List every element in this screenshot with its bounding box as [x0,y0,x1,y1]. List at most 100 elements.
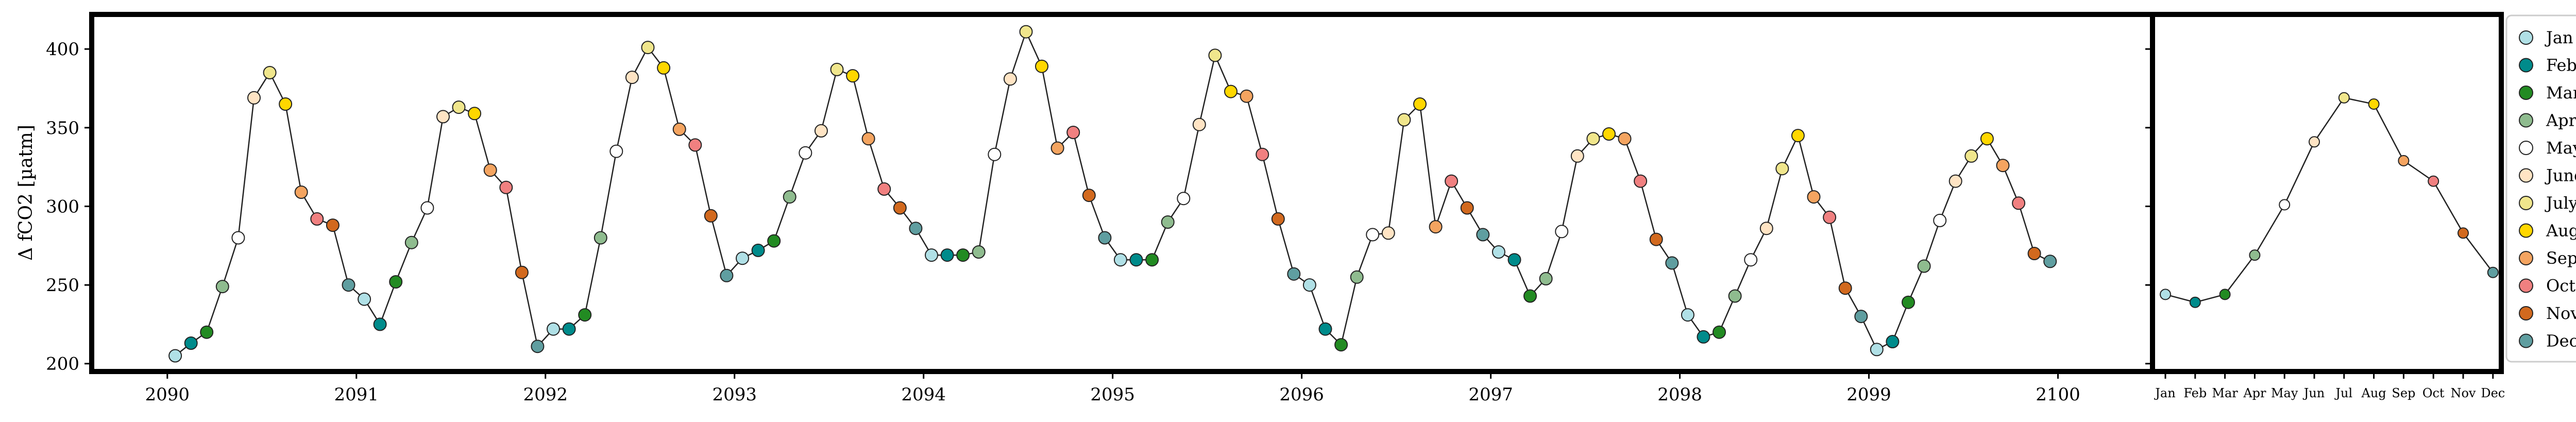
timeseries-point [1838,281,1852,295]
timeseries-point [1224,85,1238,98]
timeseries-point [1634,174,1648,188]
timeseries-point [1759,222,1773,235]
timeseries-point [925,248,938,262]
climatology-x-tick-label: Jun [2302,386,2325,400]
timeseries-point [452,100,466,114]
timeseries-point [672,122,686,136]
timeseries-point [940,248,954,262]
timeseries-point [215,280,229,294]
climatology-point [2189,296,2201,308]
climatology-marker-layer [2160,92,2499,308]
timeseries-point [1271,212,1285,226]
timeseries-point [1807,190,1821,204]
timeseries-point [1177,192,1191,206]
timeseries-point [704,209,718,223]
timeseries-point [972,245,986,259]
timeseries-point [625,71,639,85]
timeseries-point [1917,259,1931,273]
timeseries-point [1019,25,1033,39]
x-tick-label: 2097 [1468,384,1513,405]
timeseries-point [231,231,245,245]
legend-marker [2519,86,2533,100]
legend-entry: Sept [2519,248,2576,268]
timeseries-point [1082,189,1096,202]
legend-entry: Dec [2519,331,2576,351]
timeseries-point [1429,220,1443,234]
climatology-point [2458,227,2469,239]
timeseries-point [1287,267,1301,281]
timeseries-point [263,66,277,79]
legend-marker [2519,278,2533,293]
timeseries-point [168,349,182,363]
timeseries-point [326,218,340,232]
legend-label: Sept [2546,248,2576,268]
climatology-point [2398,155,2410,166]
timeseries-point [1886,335,1900,348]
timeseries-point [1129,253,1143,267]
x-tick-label: 2090 [145,384,190,405]
timeseries-point [893,201,907,215]
timeseries-point [1003,72,1017,86]
timeseries-point [1208,48,1222,62]
timeseries-point [1397,113,1411,127]
timeseries-point [1381,226,1395,240]
timeseries-point [1602,127,1616,141]
legend-label: July [2545,193,2576,213]
timeseries-point [420,201,434,215]
legend-marker [2519,30,2533,45]
timeseries-point [247,91,261,105]
climatology-point [2428,175,2439,187]
legend-marker [2519,306,2533,320]
climatology-x-tick-label: Feb [2183,386,2207,400]
timeseries-point [767,234,781,248]
climatology-x-tick-label: May [2271,386,2298,400]
timeseries-point [483,163,497,177]
climatology-x-tick-label: Jan [2154,386,2175,400]
legend-marker [2519,333,2533,348]
timeseries-point [358,292,371,306]
climatology-x-tick-label: Mar [2212,386,2238,400]
climatology-point [2249,249,2261,261]
timeseries-point [1586,132,1600,146]
y-tick-label: 250 [46,275,79,296]
timeseries-point [720,268,734,282]
x-tick-label: 2100 [2036,384,2080,405]
legend-label: Apr [2546,111,2576,130]
legend-marker [2519,58,2533,73]
timeseries-point [1460,201,1474,215]
timeseries-point [830,62,844,76]
timeseries-point [1870,343,1884,357]
legend-label: Aug [2546,221,2576,241]
timeseries-marker-layer [168,25,2057,363]
climatology-x-tick-label: Aug [2361,386,2386,400]
legend-label: Nov [2546,303,2576,323]
climatology-point [2487,266,2499,278]
timeseries-point [1050,141,1064,155]
timeseries-point [1161,215,1175,229]
timeseries-point [294,185,308,199]
legend-entry: Oct [2519,276,2575,296]
legend-marker [2519,113,2533,128]
timeseries-point [1098,231,1112,245]
timeseries-point [547,322,560,336]
timeseries-point [1555,225,1569,239]
timeseries-point [1618,132,1632,146]
timeseries-point [1445,174,1459,188]
legend-box [2505,14,2576,363]
x-tick-label: 2093 [712,384,757,405]
legend-entry: June [2519,166,2576,185]
timeseries-point [1681,308,1694,322]
timeseries-point [877,182,891,196]
legend-marker [2519,141,2533,155]
timeseries-point [1413,97,1427,111]
timeseries-point [515,265,529,279]
timeseries-point [184,336,198,350]
legend-marker [2519,196,2533,210]
climatology-x-tick-label: Nov [2450,386,2476,400]
timeseries-y-axis: 200 250 300 350 400 [46,39,2153,375]
timeseries-point [1145,253,1159,267]
climatology-x-tick-label: Apr [2243,386,2266,400]
climatology-point [2368,98,2380,110]
